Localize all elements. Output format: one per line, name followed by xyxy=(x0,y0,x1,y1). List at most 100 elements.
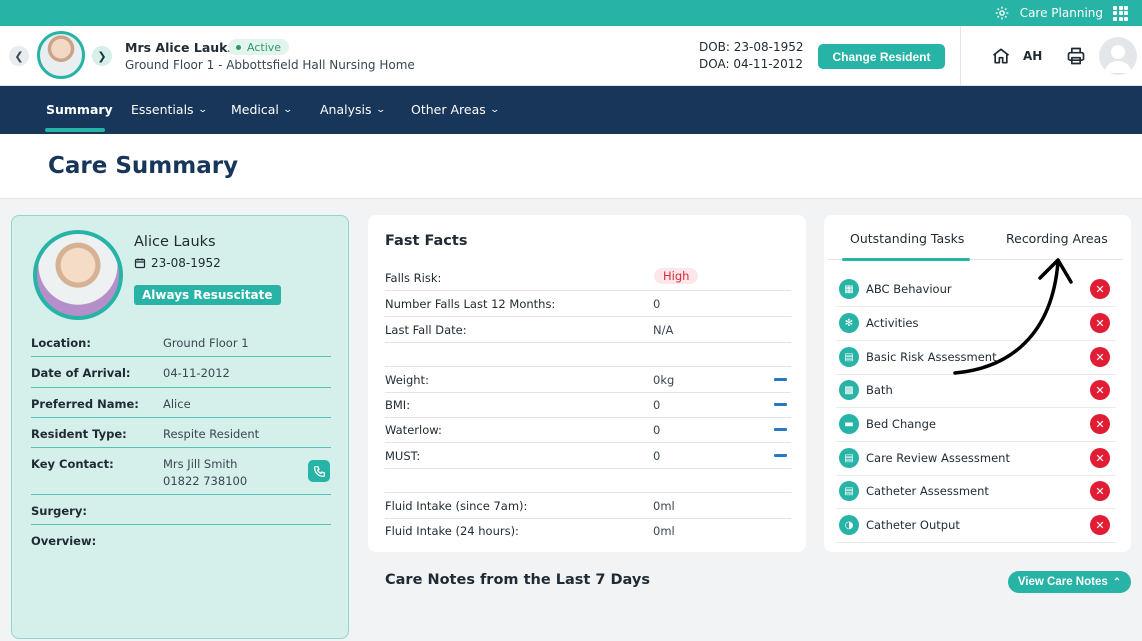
nav-essentials-label: Essentials xyxy=(131,102,194,117)
nav-summary[interactable]: Summary xyxy=(46,102,113,117)
divider xyxy=(836,475,1116,476)
close-icon[interactable]: ✕ xyxy=(1090,515,1110,535)
task-label: Basic Risk Assessment xyxy=(866,350,997,364)
task-item[interactable]: ▩ Bath ✕ xyxy=(836,374,1116,408)
task-label: Bath xyxy=(866,383,893,397)
close-icon[interactable]: ✕ xyxy=(1090,414,1110,434)
title-bar: Care Summary xyxy=(0,134,1142,199)
user-avatar-icon[interactable] xyxy=(1099,37,1137,75)
page-title: Care Summary xyxy=(48,153,239,179)
task-label: ABC Behaviour xyxy=(866,282,952,296)
task-item[interactable]: ▤ Catheter Assessment ✕ xyxy=(836,475,1116,509)
gear-icon[interactable] xyxy=(994,5,1010,21)
profile-photo xyxy=(33,230,123,320)
fact-label: Fluid Intake (24 hours): xyxy=(385,524,519,538)
profile-row-label: Preferred Name: xyxy=(31,397,139,411)
task-label: Catheter Assessment xyxy=(866,484,989,498)
fact-value: N/A xyxy=(653,323,674,337)
document-icon: ▤ xyxy=(839,481,859,501)
task-label: Bed Change xyxy=(866,417,936,431)
task-item[interactable]: ✻ Activities ✕ xyxy=(836,307,1116,341)
fact-row-fluid-since-7am: Fluid Intake (since 7am): 0ml xyxy=(385,493,791,518)
care-planning-label[interactable]: Care Planning xyxy=(1019,6,1103,20)
fact-value: 0ml xyxy=(653,499,675,513)
close-icon[interactable]: ✕ xyxy=(1090,313,1110,333)
user-initials[interactable]: AH xyxy=(1023,49,1043,63)
trend-flat-icon xyxy=(774,403,787,406)
task-item[interactable]: ▬ Bed Change ✕ xyxy=(836,408,1116,442)
fact-value: 0 xyxy=(653,423,661,437)
chevron-up-icon: ⌃ xyxy=(1112,576,1122,588)
tab-active-indicator xyxy=(842,258,970,261)
home-icon[interactable] xyxy=(991,46,1011,66)
fact-label: Falls Risk: xyxy=(385,271,442,285)
document-icon: ▤ xyxy=(839,347,859,367)
fact-row-weight: Weight: 0kg xyxy=(385,367,791,392)
tab-outstanding-tasks[interactable]: Outstanding Tasks xyxy=(850,231,965,246)
chevron-down-icon: ⌄ xyxy=(197,104,208,115)
care-notes-title: Care Notes from the Last 7 Days xyxy=(385,572,650,588)
nav-medical[interactable]: Medical ⌄ xyxy=(231,102,293,117)
task-item[interactable]: ▤ Basic Risk Assessment ✕ xyxy=(836,341,1116,375)
fact-label: Number Falls Last 12 Months: xyxy=(385,297,556,311)
divider xyxy=(385,316,791,317)
call-contact-button[interactable] xyxy=(308,460,330,482)
nav-analysis[interactable]: Analysis ⌄ xyxy=(320,102,386,117)
divider xyxy=(385,392,791,393)
tab-divider xyxy=(828,259,1123,260)
fact-label: Weight: xyxy=(385,373,429,387)
contact-phone-number: 01822 738100 xyxy=(163,474,248,488)
nav-other-areas[interactable]: Other Areas ⌄ xyxy=(411,102,500,117)
resident-name: Mrs Alice Lauks xyxy=(125,40,235,55)
tab-recording-areas[interactable]: Recording Areas xyxy=(1006,231,1108,246)
status-text: Active xyxy=(247,40,282,54)
profile-card: Alice Lauks 23-08-1952 Always Resuscitat… xyxy=(11,215,349,639)
resident-avatar xyxy=(37,31,85,79)
fact-row-falls-count: Number Falls Last 12 Months: 0 xyxy=(385,291,791,316)
main-nav: Summary Essentials ⌄ Medical ⌄ Analysis … xyxy=(0,86,1142,134)
task-item[interactable]: ▦ ABC Behaviour ✕ xyxy=(836,273,1116,307)
top-bar: Care Planning xyxy=(0,0,1142,26)
divider xyxy=(836,407,1116,408)
fact-label: BMI: xyxy=(385,398,411,412)
status-dot-icon xyxy=(236,44,241,50)
change-resident-button[interactable]: Change Resident xyxy=(818,44,945,69)
nav-essentials[interactable]: Essentials ⌄ xyxy=(131,102,208,117)
close-icon[interactable]: ✕ xyxy=(1090,481,1110,501)
chevron-down-icon: ⌄ xyxy=(282,104,293,115)
resident-location: Ground Floor 1 - Abbottsfield Hall Nursi… xyxy=(125,58,415,72)
task-label: Catheter Output xyxy=(866,518,960,532)
divider xyxy=(836,542,1116,543)
divider xyxy=(385,290,791,291)
next-resident-button[interactable]: ❯ xyxy=(92,46,112,66)
resident-bar: ❮ ❯ Mrs Alice Lauks Active Ground Floor … xyxy=(0,26,1142,86)
fact-value: 0 xyxy=(653,449,661,463)
chevron-down-icon: ⌄ xyxy=(375,104,386,115)
status-badge: Active xyxy=(228,39,290,55)
tasks-card: Outstanding Tasks Recording Areas ▦ ABC … xyxy=(824,215,1131,552)
resident-dob: DOB: 23-08-1952 xyxy=(699,40,804,54)
divider xyxy=(385,342,791,343)
task-item[interactable]: ▤ Care Review Assessment ✕ xyxy=(836,442,1116,476)
profile-name: Alice Lauks xyxy=(134,234,216,250)
close-icon[interactable]: ✕ xyxy=(1090,347,1110,367)
previous-resident-button[interactable]: ❮ xyxy=(9,46,29,66)
close-icon[interactable]: ✕ xyxy=(1090,380,1110,400)
print-icon[interactable] xyxy=(1066,46,1086,66)
review-icon: ▤ xyxy=(839,448,859,468)
divider xyxy=(385,417,791,418)
apps-grid-icon[interactable] xyxy=(1113,5,1128,21)
profile-row-label: Overview: xyxy=(31,534,97,548)
view-care-notes-button[interactable]: View Care Notes ⌃ xyxy=(1008,571,1131,593)
bath-icon: ▩ xyxy=(839,380,859,400)
profile-row-label: Surgery: xyxy=(31,504,87,518)
fact-label: Fluid Intake (since 7am): xyxy=(385,499,528,513)
close-icon[interactable]: ✕ xyxy=(1090,448,1110,468)
close-icon[interactable]: ✕ xyxy=(1090,279,1110,299)
nav-other-areas-label: Other Areas xyxy=(411,102,486,117)
fast-facts-card: Fast Facts Falls Risk: High Number Falls… xyxy=(368,215,806,552)
task-item[interactable]: ◑ Catheter Output ✕ xyxy=(836,509,1116,543)
task-label: Activities xyxy=(866,316,919,330)
divider xyxy=(960,26,961,86)
fact-row-last-fall: Last Fall Date: N/A xyxy=(385,317,791,342)
